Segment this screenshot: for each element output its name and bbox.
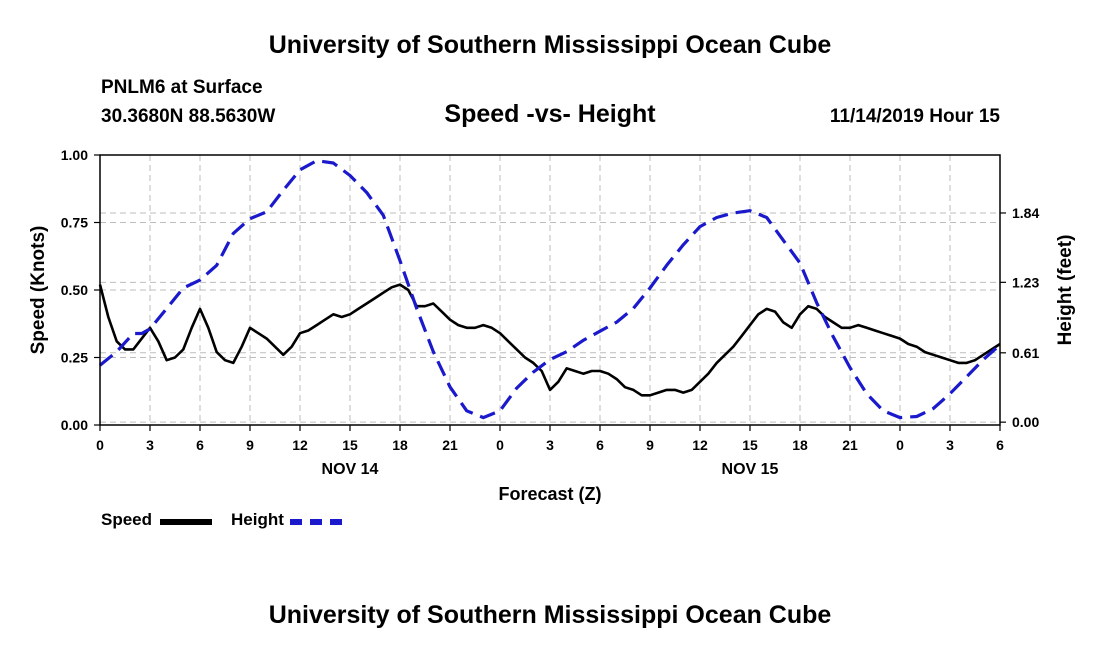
- x-tick-label: 6: [996, 437, 1004, 453]
- station-label: PNLM6 at Surface: [101, 77, 263, 98]
- timestamp-label: 11/14/2019 Hour 15: [829, 106, 1000, 127]
- y2-tick-label: 0.61: [1012, 345, 1039, 361]
- x-tick-label: 6: [196, 437, 204, 453]
- date-label: NOV 14: [322, 461, 379, 478]
- x-tick-label: 3: [146, 437, 154, 453]
- y2-tick-label: 0.00: [1012, 414, 1039, 430]
- x-tick-label: 21: [442, 437, 458, 453]
- y-tick-label: 1.00: [61, 147, 88, 163]
- chart-title: Speed -vs- Height: [444, 100, 656, 128]
- y2-tick-label: 1.23: [1012, 274, 1039, 290]
- x-tick-label: 18: [392, 437, 408, 453]
- x-tick-label: 9: [646, 437, 654, 453]
- x-tick-label: 0: [896, 437, 904, 453]
- x-tick-label: 21: [842, 437, 858, 453]
- x-tick-label: 15: [342, 437, 358, 453]
- x-tick-label: 6: [596, 437, 604, 453]
- x-tick-label: 0: [496, 437, 504, 453]
- legend-height-swatch: [290, 519, 342, 525]
- legend-speed-swatch: [160, 519, 212, 525]
- right-axis-label: Height (feet): [1055, 235, 1076, 346]
- grid-lines: [100, 155, 1000, 425]
- legend-speed-label: Speed: [101, 510, 153, 529]
- y-tick-label: 0.25: [61, 350, 88, 366]
- speed-series-line: [98, 283, 1001, 397]
- x-tick-label: 18: [792, 437, 808, 453]
- date-label: NOV 15: [722, 461, 779, 478]
- series-group: [98, 159, 1002, 420]
- legend-height-label: Height: [231, 510, 284, 529]
- coordinates-label: 30.3680N 88.5630W: [101, 106, 276, 127]
- x-tick-label: 0: [96, 437, 104, 453]
- axes-group: 0 3 6 9 12 15 18 21 0 3 6 9 12 15 18 21 0 3 6 0.00 0.25 0.50 0…: [61, 147, 1040, 478]
- x-tick-label: 3: [546, 437, 554, 453]
- top-title: University of Southern Mississippi Ocean…: [268, 31, 832, 59]
- x-tick-label: 15: [742, 437, 758, 453]
- y-tick-label: 0.50: [61, 282, 88, 298]
- left-axis-label: Speed (Knots): [28, 226, 49, 355]
- x-tick-label: 3: [946, 437, 954, 453]
- x-axis-label: Forecast (Z): [498, 484, 601, 504]
- y-tick-label: 0.75: [61, 215, 88, 231]
- y2-tick-label: 1.84: [1012, 205, 1039, 221]
- bottom-title: University of Southern Mississippi Ocean…: [268, 601, 832, 629]
- y-tick-label: 0.00: [61, 417, 88, 433]
- height-series-line: [98, 159, 1002, 420]
- x-tick-label: 12: [692, 437, 708, 453]
- x-tick-label: 12: [292, 437, 308, 453]
- x-tick-label: 9: [246, 437, 254, 453]
